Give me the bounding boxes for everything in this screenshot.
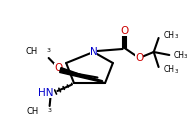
Text: 3: 3 bbox=[184, 54, 187, 59]
Text: CH: CH bbox=[163, 30, 174, 40]
Text: 3: 3 bbox=[174, 34, 178, 39]
Text: O: O bbox=[135, 53, 143, 63]
Text: CH: CH bbox=[27, 108, 39, 116]
Text: O: O bbox=[120, 26, 129, 36]
Text: N: N bbox=[90, 47, 97, 57]
Polygon shape bbox=[60, 68, 105, 83]
Text: 3: 3 bbox=[174, 69, 178, 74]
Text: CH: CH bbox=[26, 48, 38, 56]
Text: CH: CH bbox=[163, 66, 174, 74]
Text: HN: HN bbox=[38, 88, 53, 98]
Text: 3: 3 bbox=[48, 108, 52, 113]
Text: O: O bbox=[54, 63, 62, 73]
Text: CH: CH bbox=[173, 50, 184, 59]
Text: 3: 3 bbox=[47, 48, 51, 53]
